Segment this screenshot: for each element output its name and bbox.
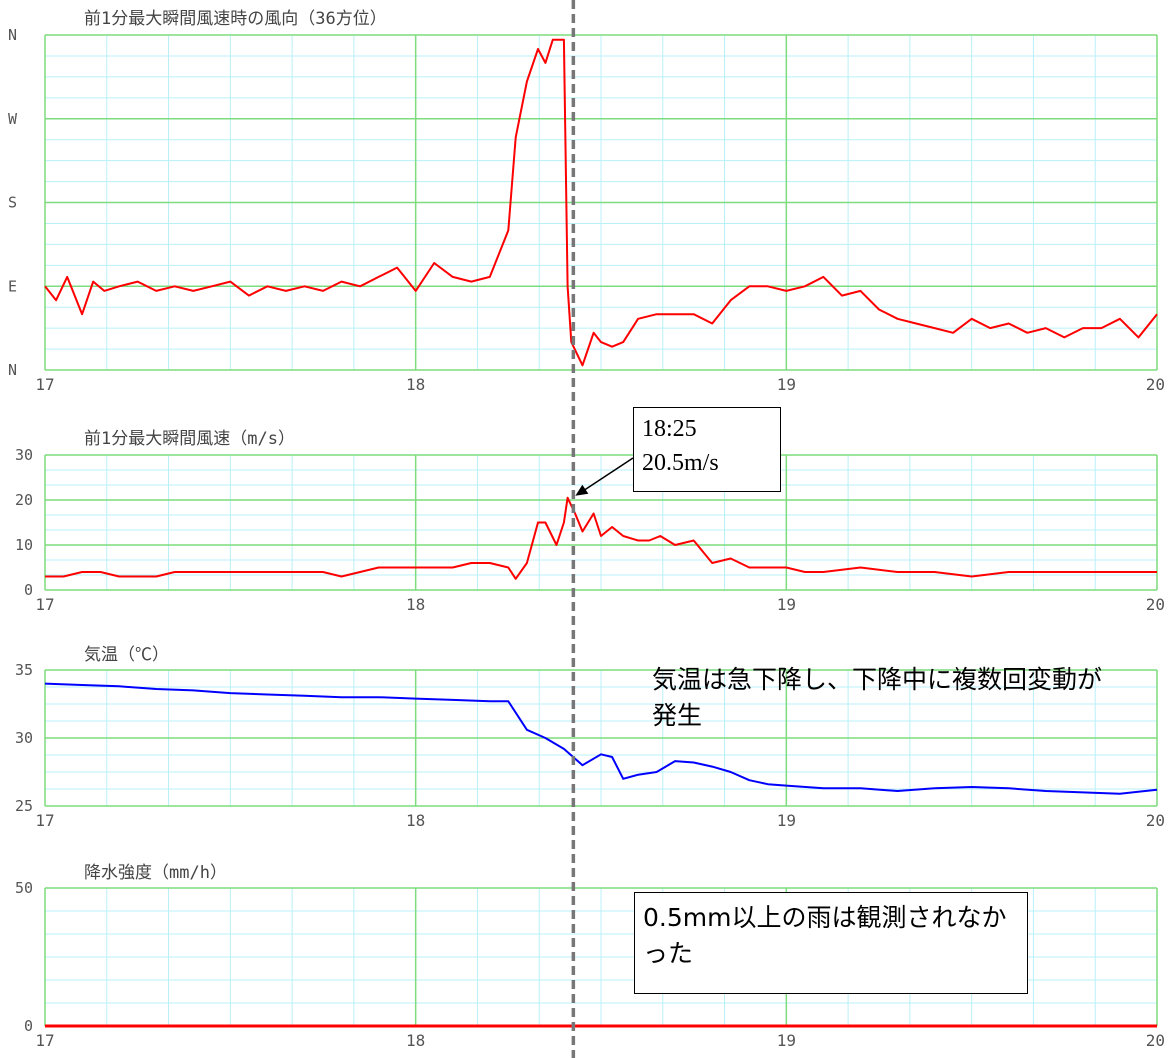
y-tick-label: 10: [15, 536, 33, 554]
panel-title: 前1分最大瞬間風速時の風向（36方位）: [84, 9, 387, 29]
rain-annotation: 0.5mm以上の雨は観測されなかった: [643, 903, 1007, 968]
y-tick-label: 30: [15, 729, 33, 747]
y-tick-label: 50: [15, 879, 33, 897]
x-tick-label: 20: [1146, 811, 1165, 830]
x-tick-label: 19: [777, 595, 796, 614]
panel-title: 気温（℃）: [84, 645, 169, 665]
rain-annotation-box: 0.5mm以上の雨は観測されなかった: [634, 892, 1028, 994]
callout-arrow-line: [582, 457, 634, 492]
series-line: [45, 496, 1157, 580]
x-tick-label: 20: [1146, 1031, 1165, 1050]
y-tick-label: 0: [24, 1017, 33, 1035]
x-tick-label: 18: [406, 811, 425, 830]
y-tick-label: W: [8, 110, 18, 128]
x-tick-label: 19: [777, 1031, 796, 1050]
x-tick-label: 18: [406, 375, 425, 394]
y-tick-label: 0: [24, 581, 33, 599]
x-tick-label: 20: [1146, 595, 1165, 614]
peak-gust-time: 18:25: [642, 416, 697, 442]
callout-arrow-head: [575, 484, 589, 496]
x-tick-label: 17: [35, 811, 54, 830]
x-tick-label: 20: [1146, 375, 1165, 394]
y-tick-label: 35: [15, 661, 33, 679]
panel-title: 降水強度（mm/h）: [84, 863, 227, 883]
y-tick-label: 20: [15, 491, 33, 509]
y-tick-label: N: [8, 361, 17, 379]
y-tick-label: N: [8, 26, 17, 44]
x-tick-label: 18: [406, 1031, 425, 1050]
peak-gust-callout: 18:25 20.5m/s: [633, 407, 781, 492]
y-tick-label: S: [8, 194, 17, 212]
y-tick-label: 30: [15, 446, 33, 464]
x-tick-label: 17: [35, 1031, 54, 1050]
panel-title: 前1分最大瞬間風速（m/s）: [84, 429, 295, 449]
x-tick-label: 17: [35, 375, 54, 394]
y-tick-label: E: [8, 277, 17, 295]
peak-gust-value: 20.5m/s: [642, 450, 719, 476]
x-tick-label: 19: [777, 811, 796, 830]
series-line: [44, 682, 1158, 795]
x-tick-label: 19: [777, 375, 796, 394]
y-tick-label: 25: [15, 797, 33, 815]
series-line: [44, 38, 1158, 367]
x-tick-label: 17: [35, 595, 54, 614]
temperature-annotation: 気温は急下降し、下降中に複数回変動が発生: [652, 665, 1103, 730]
x-tick-label: 18: [406, 595, 425, 614]
